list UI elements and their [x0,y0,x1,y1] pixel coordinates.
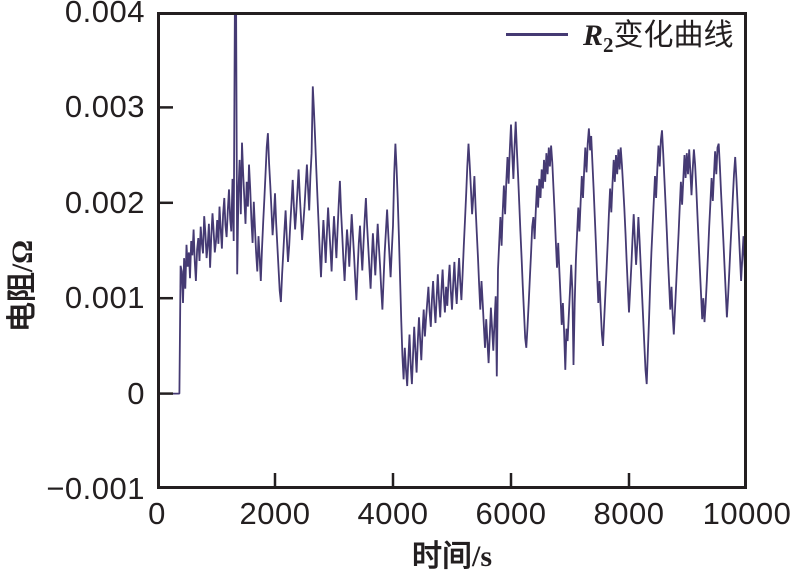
x-tick-label: 4000 [357,496,429,531]
legend-label-text: 变化曲线 [613,19,734,52]
x-tick-label: 8000 [593,496,665,531]
y-axis-title: 电阻/Ω [6,239,39,333]
y-tick-label: 0.002 [64,184,145,220]
legend-r-subscript: 2 [603,33,614,57]
y-tick-label: 0 [127,375,145,411]
r2-series-line [157,12,747,395]
legend-series-label: R2变化曲线 [583,10,734,58]
x-tick-label: 2000 [239,496,311,531]
y-tick-label: −0.001 [46,471,145,506]
legend: R2变化曲线 [506,14,734,57]
x-tick-label: 0 [148,496,166,531]
legend-line-sample [506,32,568,36]
x-axis-title: 时间/s [411,540,492,573]
legend-r-symbol: R [583,19,604,52]
axis-frame [157,12,747,489]
y-tick-label: 0.004 [64,0,145,29]
y-tick-label: 0.003 [64,89,145,125]
x-tick-label: 10000 [702,496,792,531]
y-tick-label: 0.001 [64,280,145,316]
plot-area [157,12,747,489]
x-tick-label: 6000 [475,496,547,531]
